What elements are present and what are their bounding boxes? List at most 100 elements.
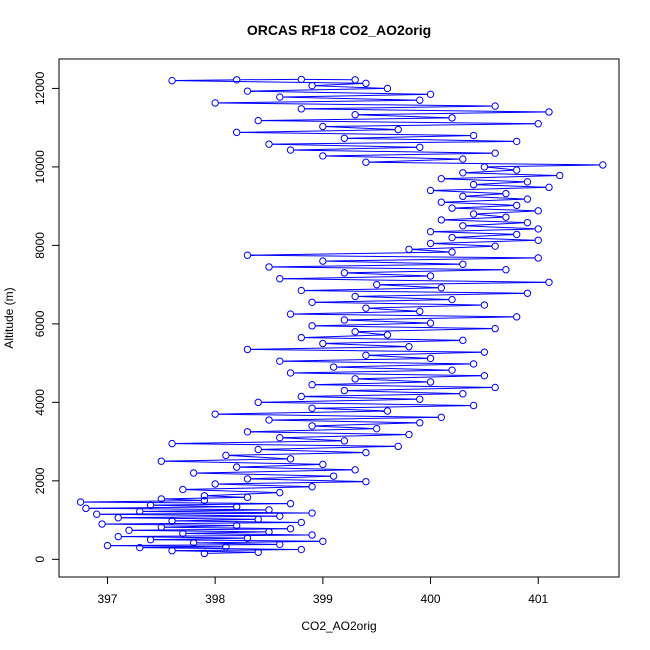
- data-point: [276, 488, 284, 497]
- series-line-segment: [337, 366, 449, 371]
- series-line-segment: [164, 526, 288, 530]
- y-tick-label: 0: [33, 556, 47, 563]
- series-line-segment: [444, 175, 557, 180]
- series-line-segment: [347, 390, 460, 395]
- series-line-segment: [294, 369, 449, 374]
- data-point: [232, 463, 241, 471]
- data-point: [448, 204, 456, 212]
- data-point: [426, 239, 435, 248]
- data-point: [362, 304, 370, 312]
- data-point: [157, 457, 166, 465]
- series-line-segment: [175, 440, 341, 445]
- series-line-segment: [304, 334, 384, 339]
- series-line-segment: [272, 143, 417, 148]
- data-point: [556, 171, 564, 180]
- series-line-segment: [175, 79, 234, 82]
- data-point: [254, 515, 262, 524]
- series-line-segment: [477, 181, 524, 185]
- series-line-segment: [455, 205, 514, 209]
- series-line-segment: [261, 117, 449, 122]
- series-line-segment: [89, 506, 234, 509]
- series-line-segment: [218, 413, 438, 418]
- data-point: [512, 313, 521, 321]
- data-point: [437, 198, 446, 206]
- series-line-segment: [250, 90, 428, 95]
- data-point: [211, 480, 219, 488]
- data-point: [286, 369, 295, 377]
- data-point: [534, 120, 542, 128]
- data-point: [426, 319, 435, 327]
- data-point: [469, 360, 478, 368]
- data-point: [426, 272, 435, 280]
- series-line-segment: [337, 363, 471, 368]
- series-line-segment: [347, 137, 514, 142]
- data-point: [426, 354, 435, 363]
- series-line-segment: [218, 481, 363, 485]
- series-line-segment: [186, 532, 309, 536]
- series-line-segment: [272, 419, 417, 424]
- data-point: [211, 410, 219, 418]
- data-point: [426, 378, 435, 386]
- data-point: [416, 307, 424, 316]
- data-point: [340, 316, 349, 324]
- data-point: [297, 286, 306, 295]
- data-point: [308, 322, 316, 330]
- data-point: [534, 225, 542, 233]
- data-point: [157, 523, 166, 531]
- series-line-segment: [358, 114, 449, 119]
- data-point: [383, 84, 392, 93]
- series-line-segment: [315, 405, 471, 409]
- data-point: [405, 342, 413, 351]
- data-point: [189, 469, 198, 477]
- data-point: [329, 363, 338, 371]
- data-point: [243, 345, 252, 354]
- data-point: [480, 348, 489, 356]
- series-line-segment: [326, 343, 406, 348]
- data-point: [426, 90, 435, 99]
- series-line-segment: [186, 489, 277, 494]
- data-point: [168, 76, 176, 85]
- series-line-segment: [455, 207, 535, 212]
- series-line-segment: [100, 512, 309, 515]
- series-line-segment: [455, 234, 514, 238]
- series-line-segment: [294, 310, 417, 315]
- series-line-segment: [434, 186, 546, 191]
- data-point: [416, 419, 424, 427]
- series-line-segment: [444, 198, 524, 203]
- data-point: [416, 96, 424, 104]
- series-line-segment: [283, 275, 428, 280]
- series-line-segment: [272, 140, 514, 145]
- data-point: [512, 201, 521, 210]
- series-line-segment: [477, 184, 546, 188]
- series-line-segment: [121, 515, 277, 519]
- data-point: [362, 351, 370, 359]
- data-point: [319, 339, 327, 348]
- data-point: [297, 518, 306, 527]
- data-point: [340, 386, 349, 395]
- series-line-segment: [164, 498, 201, 501]
- data-point: [232, 521, 241, 530]
- data-point: [286, 525, 295, 533]
- series-line-segment: [326, 339, 460, 344]
- series-line-segment: [315, 322, 428, 327]
- series-line-segment: [466, 169, 514, 174]
- data-point: [599, 161, 607, 169]
- series-line-segment: [358, 296, 449, 300]
- data-point: [340, 269, 349, 277]
- data-point: [222, 451, 230, 460]
- series-line-segment: [175, 549, 298, 552]
- data-point: [491, 242, 499, 250]
- data-point: [286, 146, 295, 154]
- x-tick-label: 400: [421, 592, 441, 606]
- data-point: [319, 152, 327, 160]
- series-line-segment: [466, 225, 535, 230]
- data-point: [405, 430, 413, 439]
- series-line-segment: [380, 281, 546, 286]
- data-point: [114, 514, 122, 522]
- series-line-segment: [358, 378, 428, 383]
- series-line-segment: [261, 398, 417, 403]
- series-line-segment: [347, 135, 471, 139]
- y-tick-label: 12000: [33, 71, 47, 105]
- data-point: [351, 292, 359, 301]
